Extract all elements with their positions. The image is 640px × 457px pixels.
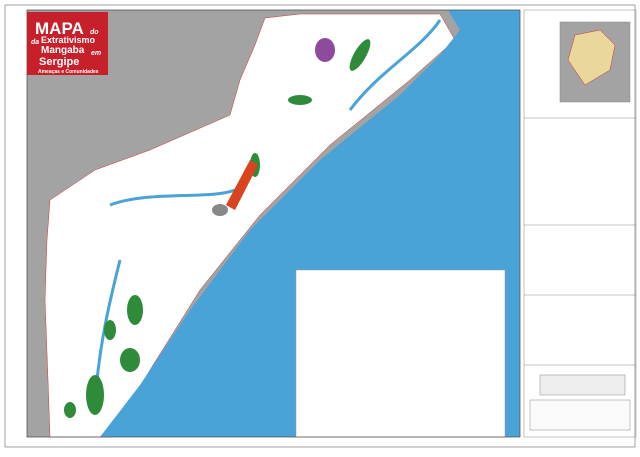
map-frame bbox=[26, 9, 521, 438]
title: Sergipe bbox=[39, 56, 79, 68]
side-panel bbox=[523, 9, 637, 438]
subtitle: Ameaças e Comunidades bbox=[38, 69, 99, 75]
sheet-border bbox=[4, 4, 636, 448]
title-block: MAPA do da Extrativismo Mangaba em Sergi… bbox=[27, 12, 108, 75]
threat-area bbox=[226, 160, 258, 210]
logos bbox=[539, 374, 626, 396]
community-table bbox=[295, 269, 506, 438]
frame-border bbox=[26, 9, 521, 438]
title: Mangaba bbox=[41, 45, 85, 56]
urban-area bbox=[212, 204, 228, 216]
title-stamp bbox=[529, 399, 631, 431]
threat-area bbox=[315, 38, 335, 62]
title-word: do bbox=[90, 29, 99, 36]
title-word: da bbox=[31, 39, 39, 46]
panel-border bbox=[523, 9, 637, 438]
title: Extrativismo bbox=[41, 35, 96, 45]
title-box bbox=[27, 12, 108, 75]
title-word: em bbox=[91, 50, 101, 57]
title: MAPA bbox=[35, 19, 84, 38]
inset-state bbox=[567, 29, 616, 86]
